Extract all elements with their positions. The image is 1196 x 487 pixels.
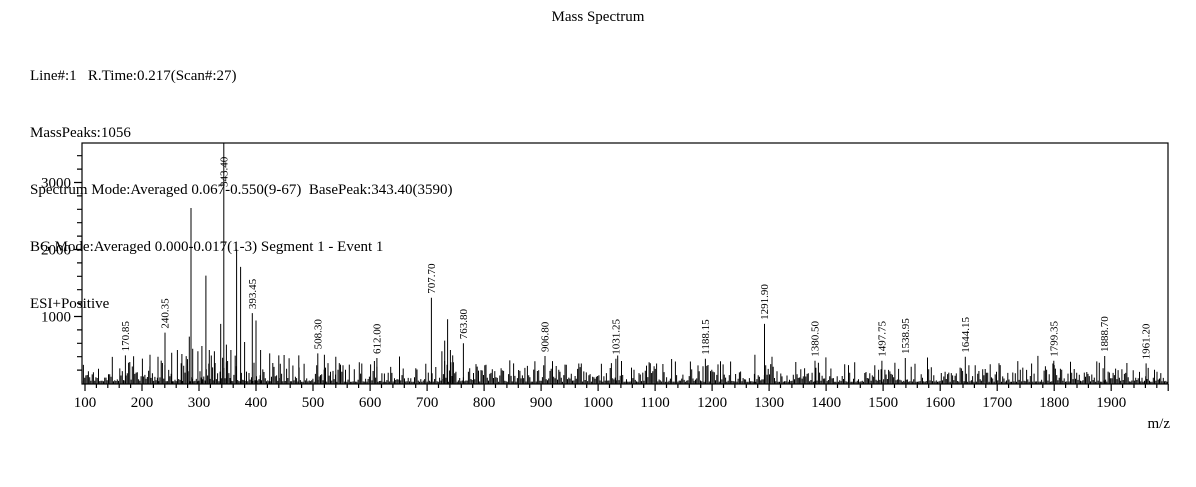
x-tick-label: 800 [473,395,496,411]
peak-label: 1961.20 [1141,323,1153,359]
x-tick-label: 1200 [697,395,727,411]
peak-label: 1031.25 [610,318,622,354]
x-tick-label: 1000 [583,395,613,411]
x-tick-label: 700 [416,395,439,411]
y-tick-label: 2000 [41,243,71,259]
x-tick-label: 1900 [1096,395,1126,411]
peak-label: 1799.35 [1048,320,1060,356]
x-tick-label: 1600 [925,395,955,411]
peak-label: 1644.15 [960,316,972,352]
x-tick-label: 900 [530,395,553,411]
spectrum-header: Line#:1 R.Time:0.217(Scan#:27) MassPeaks… [30,29,453,333]
peak-label: 240.35 [160,298,172,329]
x-tick-label: 1100 [640,395,669,411]
peak-label: 393.45 [247,278,259,309]
x-tick-label: 600 [359,395,382,411]
page-title: Mass Spectrum [551,9,645,25]
header-line-masspeaks: MassPeaks:1056 [30,125,131,141]
peak-label: 612.00 [371,323,383,354]
x-tick-label: 400 [245,395,268,411]
x-tick-label: 1400 [811,395,841,411]
peak-label: 170.85 [120,321,132,352]
header-line-ionization: ESI+Positive [30,296,110,312]
x-tick-label: 500 [302,395,325,411]
x-tick-label: 300 [188,395,211,411]
y-tick-label: 1000 [41,310,71,326]
header-line-info: Line#:1 R.Time:0.217(Scan#:27) [30,68,237,84]
x-tick-label: 100 [74,395,97,411]
y-tick-label: 3000 [41,176,71,192]
peak-label: 1380.50 [810,320,822,356]
peak-label: 508.30 [312,319,324,350]
x-tick-label: 200 [131,395,154,411]
x-axis-unit-label: m/z [1148,416,1171,432]
header-line-spectrum-mode: Spectrum Mode:Averaged 0.067-0.550(9-67)… [30,182,453,198]
peak-label: 1538.95 [900,318,912,354]
x-tick-label: 1700 [982,395,1012,411]
x-tick-label: 1500 [868,395,898,411]
peak-label: 1497.75 [876,320,888,356]
peak-sticks [124,143,1147,384]
peak-label: 906.80 [540,321,552,352]
peak-label: 763.80 [458,309,470,340]
peak-label: 1188.15 [700,319,712,355]
peak-label: 1291.90 [759,284,771,320]
peak-label: 1888.70 [1099,316,1111,352]
peak-label: 343.40 [218,156,230,187]
x-tick-label: 1300 [754,395,784,411]
peak-label: 707.70 [426,263,438,294]
axis-ticks [74,155,1169,391]
header-line-bg-mode: BG Mode:Averaged 0.000-0.017(1-3) Segmen… [30,239,384,255]
x-tick-label: 1800 [1039,395,1069,411]
